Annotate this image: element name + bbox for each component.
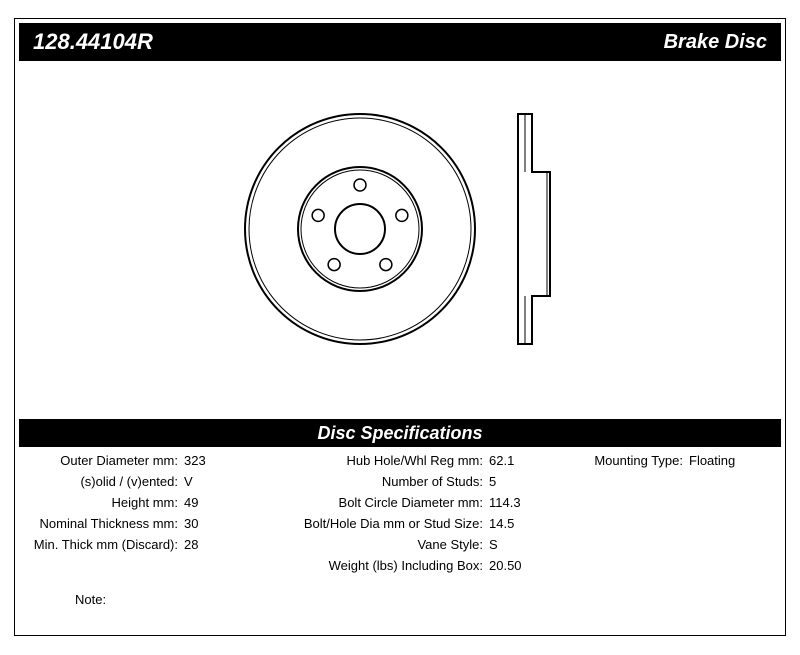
spec-row: (s)olid / (v)ented:V — [19, 472, 269, 491]
spec-value: 14.5 — [489, 514, 514, 533]
spec-value: 30 — [184, 514, 198, 533]
spec-row: Bolt Circle Diameter mm:114.3 — [269, 493, 569, 512]
spec-value: Floating — [689, 451, 735, 470]
spec-label: Nominal Thickness mm: — [19, 514, 184, 533]
spec-row: Height mm:49 — [19, 493, 269, 512]
spec-row: Nominal Thickness mm:30 — [19, 514, 269, 533]
spec-value: 62.1 — [489, 451, 514, 470]
spec-row: Bolt/Hole Dia mm or Stud Size:14.5 — [269, 514, 569, 533]
spec-value: S — [489, 535, 498, 554]
spec-value: V — [184, 472, 193, 491]
spec-label: Mounting Type: — [569, 451, 689, 470]
spec-row: Mounting Type:Floating — [569, 451, 779, 470]
spec-label: Bolt/Hole Dia mm or Stud Size: — [269, 514, 489, 533]
spec-col-3: Mounting Type:Floating — [569, 451, 779, 575]
note-label: Note: — [75, 592, 106, 607]
spec-label: Height mm: — [19, 493, 184, 512]
spec-label: Hub Hole/Whl Reg mm: — [269, 451, 489, 470]
spec-sheet-frame: 128.44104R Brake Disc Disc Specification… — [14, 18, 786, 636]
spec-label: Bolt Circle Diameter mm: — [269, 493, 489, 512]
part-number: 128.44104R — [33, 29, 153, 55]
spec-label: Vane Style: — [269, 535, 489, 554]
spec-row: Vane Style:S — [269, 535, 569, 554]
spec-label: (s)olid / (v)ented: — [19, 472, 184, 491]
spec-row: Min. Thick mm (Discard):28 — [19, 535, 269, 554]
spec-value: 49 — [184, 493, 198, 512]
spec-value: 5 — [489, 472, 496, 491]
spec-label: Weight (lbs) Including Box: — [269, 556, 489, 575]
spec-col-2: Hub Hole/Whl Reg mm:62.1Number of Studs:… — [269, 451, 569, 575]
disc-face-diagram — [240, 109, 480, 349]
spec-value: 28 — [184, 535, 198, 554]
product-title: Brake Disc — [664, 31, 767, 54]
note-row: Note: — [75, 592, 106, 607]
header-bar: 128.44104R Brake Disc — [19, 23, 781, 61]
spec-row: Weight (lbs) Including Box:20.50 — [269, 556, 569, 575]
spec-row: Hub Hole/Whl Reg mm:62.1 — [269, 451, 569, 470]
spec-col-1: Outer Diameter mm:323(s)olid / (v)ented:… — [19, 451, 269, 575]
spec-row: Outer Diameter mm:323 — [19, 451, 269, 470]
spec-label: Outer Diameter mm: — [19, 451, 184, 470]
spec-row: Number of Studs:5 — [269, 472, 569, 491]
spec-table: Outer Diameter mm:323(s)olid / (v)ented:… — [19, 451, 781, 575]
disc-side-diagram — [510, 109, 560, 349]
spec-label: Number of Studs: — [269, 472, 489, 491]
spec-value: 114.3 — [489, 493, 521, 512]
diagram-area — [15, 79, 785, 379]
spec-value: 20.50 — [489, 556, 522, 575]
spec-label: Min. Thick mm (Discard): — [19, 535, 184, 554]
spec-header: Disc Specifications — [19, 419, 781, 447]
spec-value: 323 — [184, 451, 206, 470]
